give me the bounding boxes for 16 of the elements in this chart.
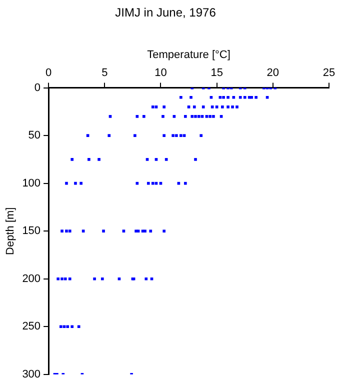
x-axis-title: Temperature [°C] bbox=[147, 49, 230, 62]
y-tick-label: 50 bbox=[28, 130, 41, 142]
y-tick-label: 0 bbox=[34, 82, 41, 94]
x-tick-label: 0 bbox=[45, 67, 52, 80]
y-tick-label: 300 bbox=[22, 368, 41, 380]
chart-title: JIMJ in June, 1976 bbox=[115, 6, 216, 20]
y-tick-label: 150 bbox=[22, 225, 41, 238]
y-tick-label: 100 bbox=[22, 177, 41, 190]
y-tick-label: 250 bbox=[22, 320, 41, 333]
y-axis-title: Depth [m] bbox=[4, 207, 17, 255]
y-tick-label: 200 bbox=[22, 272, 41, 285]
x-tick-label: 15 bbox=[210, 67, 223, 80]
x-tick-label: 10 bbox=[154, 67, 167, 80]
x-tick-label: 5 bbox=[102, 67, 108, 80]
x-tick-label: 25 bbox=[322, 67, 336, 80]
x-tick-label: 20 bbox=[266, 67, 280, 80]
